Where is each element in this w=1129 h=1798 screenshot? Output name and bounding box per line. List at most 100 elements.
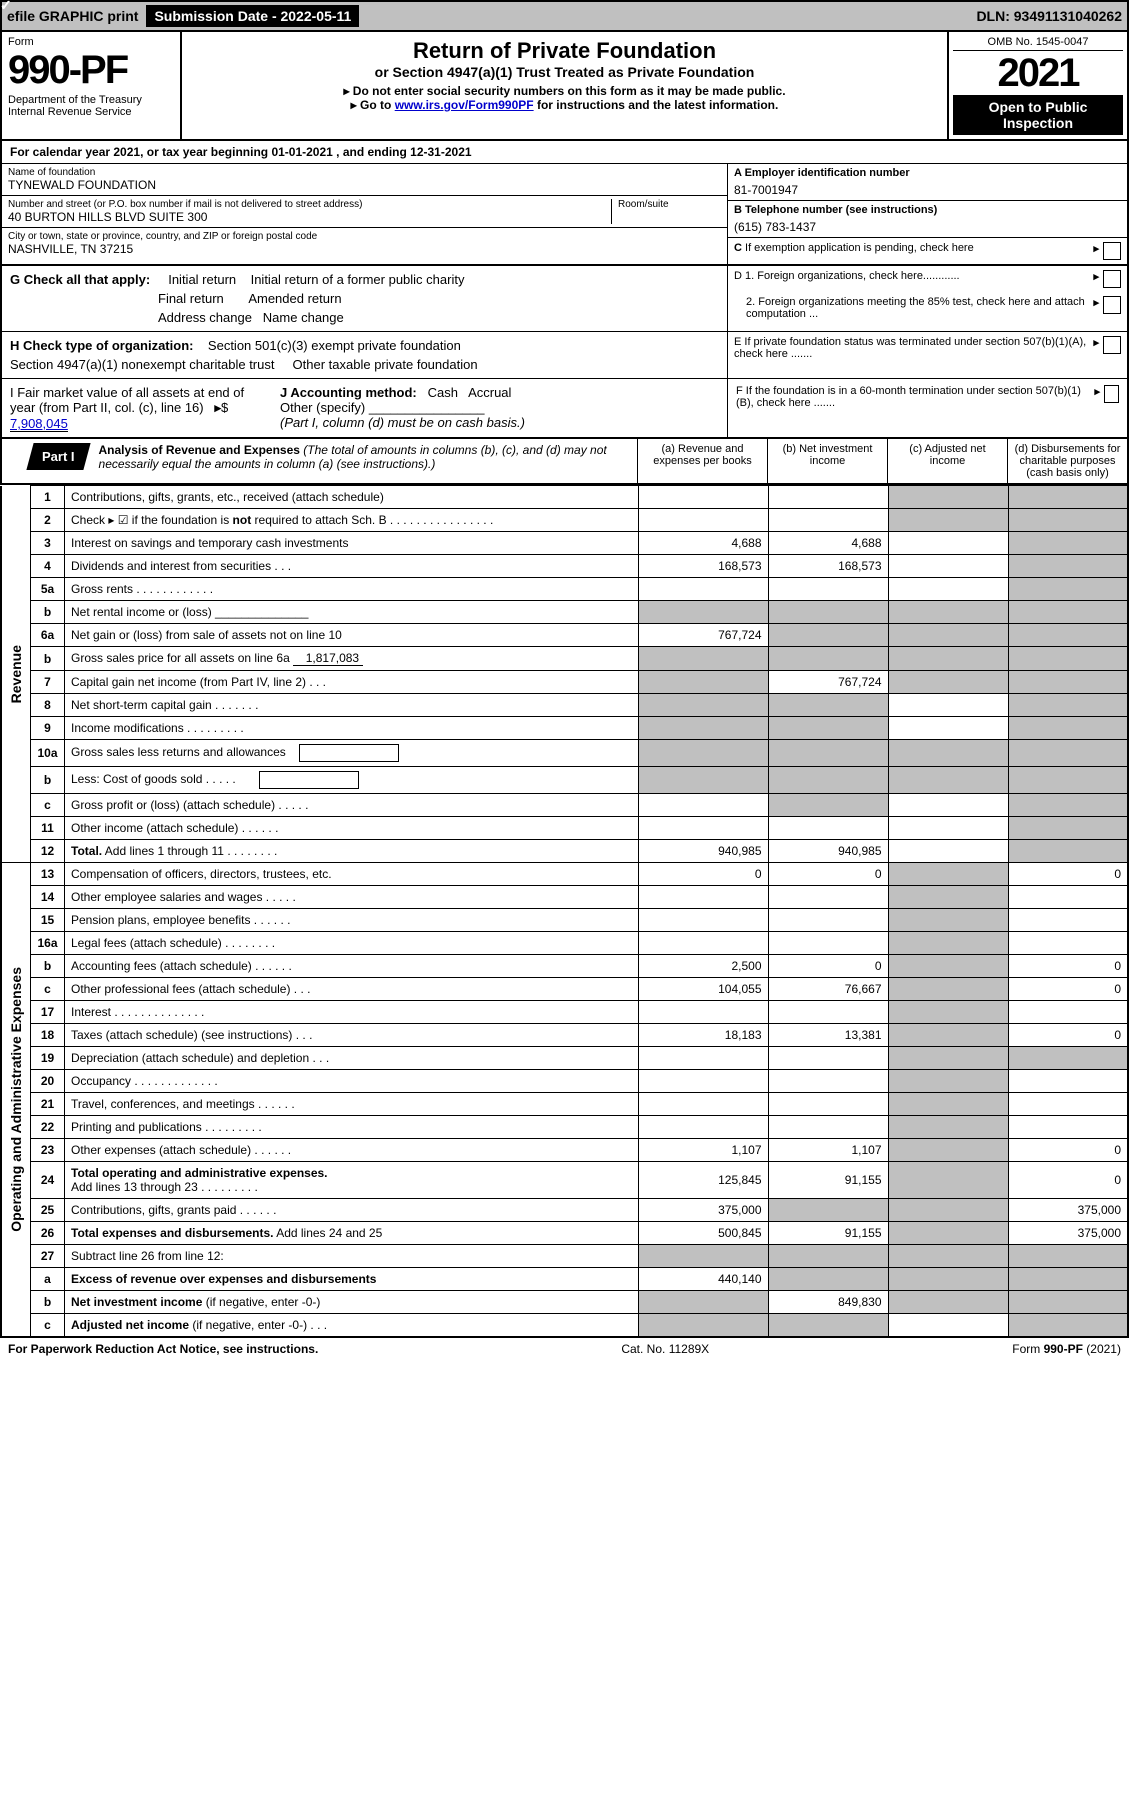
col-a-value	[638, 909, 768, 932]
col-a-value	[638, 671, 768, 694]
col-a-header: (a) Revenue and expenses per books	[637, 439, 767, 483]
line-number: 2	[31, 509, 65, 532]
col-b-value	[768, 601, 888, 624]
col-a-value	[638, 740, 768, 767]
col-d-value: 0	[1008, 1139, 1128, 1162]
col-c-value	[888, 1245, 1008, 1268]
col-c-value	[888, 532, 1008, 555]
line-desc: Total. Add lines 1 through 11 . . . . . …	[65, 840, 639, 863]
table-row: 15Pension plans, employee benefits . . .…	[1, 909, 1128, 932]
table-row: bGross sales price for all assets on lin…	[1, 647, 1128, 671]
col-b-value	[768, 1268, 888, 1291]
col-a-value: 168,573	[638, 555, 768, 578]
fmv-link[interactable]: 7,908,045	[10, 416, 68, 432]
instructions-link[interactable]: www.irs.gov/Form990PF	[395, 98, 534, 112]
col-d-value: 0	[1008, 1024, 1128, 1047]
col-a-value	[638, 717, 768, 740]
line-desc: Travel, conferences, and meetings . . . …	[65, 1093, 639, 1116]
col-a-value: 18,183	[638, 1024, 768, 1047]
col-c-value	[888, 509, 1008, 532]
col-a-value	[638, 1047, 768, 1070]
col-d-value	[1008, 767, 1128, 794]
line-number: 16a	[31, 932, 65, 955]
f-text: F If the foundation is in a 60-month ter…	[736, 385, 1095, 431]
line-desc: Accounting fees (attach schedule) . . . …	[65, 955, 639, 978]
col-c-value	[888, 671, 1008, 694]
line-desc: Legal fees (attach schedule) . . . . . .…	[65, 932, 639, 955]
line-desc: Other professional fees (attach schedule…	[65, 978, 639, 1001]
part-badge: Part I	[26, 443, 90, 470]
col-a-value	[638, 1093, 768, 1116]
col-c-value	[888, 578, 1008, 601]
col-b-value	[768, 932, 888, 955]
arrow-icon: ▸	[1093, 296, 1099, 309]
table-row: 16aLegal fees (attach schedule) . . . . …	[1, 932, 1128, 955]
line-number: b	[31, 767, 65, 794]
col-b-value	[768, 1314, 888, 1338]
line-number: 17	[31, 1001, 65, 1024]
table-row: 19Depreciation (attach schedule) and dep…	[1, 1047, 1128, 1070]
table-row: 8Net short-term capital gain . . . . . .…	[1, 694, 1128, 717]
col-d-value	[1008, 1245, 1128, 1268]
checkbox-d2[interactable]	[1103, 296, 1121, 314]
col-a-value	[638, 509, 768, 532]
line-desc: Total operating and administrative expen…	[65, 1162, 639, 1199]
table-row: cOther professional fees (attach schedul…	[1, 978, 1128, 1001]
col-b-value: 91,155	[768, 1162, 888, 1199]
col-a-value: 2,500	[638, 955, 768, 978]
col-d-value	[1008, 1070, 1128, 1093]
line-desc: Capital gain net income (from Part IV, l…	[65, 671, 639, 694]
col-c-value	[888, 601, 1008, 624]
line-number: b	[31, 601, 65, 624]
g-section: G Check all that apply: Initial return I…	[0, 266, 1129, 332]
col-c-value	[888, 624, 1008, 647]
col-b-value: 91,155	[768, 1222, 888, 1245]
col-b-value	[768, 694, 888, 717]
col-a-value: 940,985	[638, 840, 768, 863]
table-row: 20Occupancy . . . . . . . . . . . . .	[1, 1070, 1128, 1093]
col-b-value: 13,381	[768, 1024, 888, 1047]
table-row: 25Contributions, gifts, grants paid . . …	[1, 1199, 1128, 1222]
checkbox-c[interactable]	[1103, 242, 1121, 260]
col-b-value	[768, 909, 888, 932]
line-number: 18	[31, 1024, 65, 1047]
line-number: a	[31, 1268, 65, 1291]
col-b-value	[768, 1070, 888, 1093]
line-desc: Other employee salaries and wages . . . …	[65, 886, 639, 909]
col-b-value	[768, 509, 888, 532]
table-row: 3Interest on savings and temporary cash …	[1, 532, 1128, 555]
checkbox-e[interactable]	[1103, 336, 1121, 354]
line-desc: Excess of revenue over expenses and disb…	[65, 1268, 639, 1291]
col-b-value	[768, 794, 888, 817]
line-desc: Interest . . . . . . . . . . . . . .	[65, 1001, 639, 1024]
line-desc: Other expenses (attach schedule) . . . .…	[65, 1139, 639, 1162]
table-row: cGross profit or (loss) (attach schedule…	[1, 794, 1128, 817]
form-word: Form	[8, 36, 174, 48]
line-number: 12	[31, 840, 65, 863]
col-d-value	[1008, 624, 1128, 647]
checkbox-f[interactable]	[1104, 385, 1119, 403]
part1-header: Part I Analysis of Revenue and Expenses …	[0, 439, 1129, 485]
table-row: bLess: Cost of goods sold . . . . .	[1, 767, 1128, 794]
foundation-name: TYNEWALD FOUNDATION	[8, 178, 721, 192]
col-b-value	[768, 1001, 888, 1024]
col-b-header: (b) Net investment income	[767, 439, 887, 483]
line-desc: Pension plans, employee benefits . . . .…	[65, 909, 639, 932]
col-d-value	[1008, 840, 1128, 863]
col-d-value	[1008, 794, 1128, 817]
col-b-value: 767,724	[768, 671, 888, 694]
checkbox-d1[interactable]	[1103, 270, 1121, 288]
col-a-value: 4,688	[638, 532, 768, 555]
col-a-value	[638, 932, 768, 955]
col-d-value	[1008, 486, 1128, 509]
line-number: 14	[31, 886, 65, 909]
col-d-value	[1008, 1268, 1128, 1291]
instr-2: ▸ Go to www.irs.gov/Form990PF for instru…	[192, 98, 937, 112]
col-c-value	[888, 555, 1008, 578]
col-d-value	[1008, 1047, 1128, 1070]
table-row: 7Capital gain net income (from Part IV, …	[1, 671, 1128, 694]
e-text: E If private foundation status was termi…	[734, 336, 1093, 360]
col-d-value	[1008, 601, 1128, 624]
col-a-value	[638, 486, 768, 509]
col-c-value	[888, 840, 1008, 863]
